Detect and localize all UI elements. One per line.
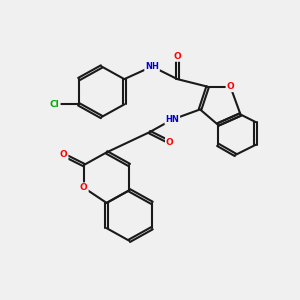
- Text: HN: HN: [165, 115, 179, 124]
- Text: O: O: [60, 150, 68, 159]
- Text: O: O: [80, 183, 88, 192]
- Text: O: O: [226, 82, 234, 91]
- Text: Cl: Cl: [50, 100, 60, 109]
- Text: O: O: [166, 138, 174, 147]
- Text: O: O: [173, 52, 181, 61]
- Text: NH: NH: [145, 62, 159, 71]
